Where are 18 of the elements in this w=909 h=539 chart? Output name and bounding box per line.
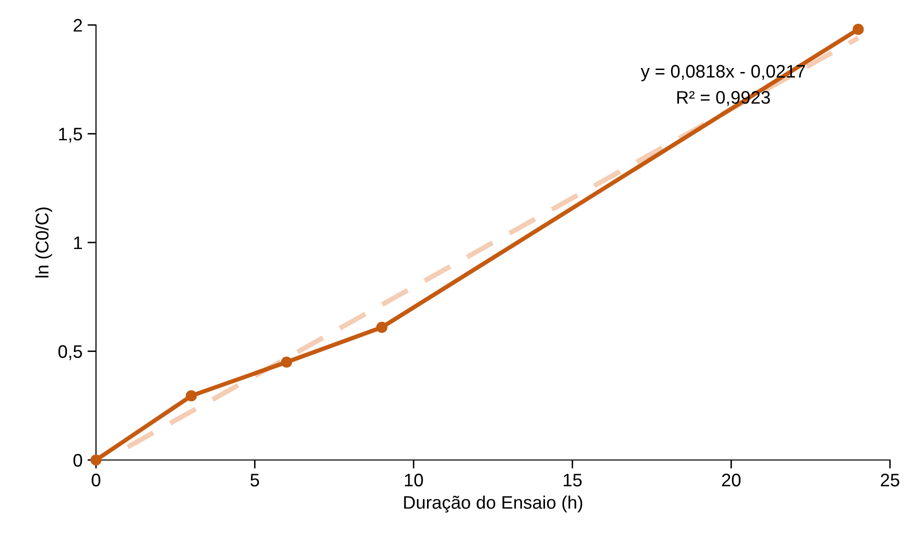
point [852, 24, 864, 35]
y-tick-label: 1 [74, 236, 82, 250]
y-tick-label: 0,5 [58, 345, 82, 360]
y-tick-label: 2 [74, 18, 82, 32]
x-tick-label: 5 [250, 474, 260, 486]
x-axis-title: Duração do Ensaio (h) [404, 496, 582, 512]
y-axis-title: ln (C0/C) [35, 208, 52, 278]
x-tick-label: 25 [880, 474, 900, 486]
point [376, 322, 388, 333]
x-tick-label: 0 [92, 474, 100, 486]
point [186, 390, 197, 402]
y-tick-label: 1,5 [59, 128, 82, 143]
x-tick-label: 20 [722, 474, 741, 486]
point [90, 454, 102, 466]
x-tick-label: 10 [404, 474, 423, 486]
y-tick-label: 0 [73, 454, 82, 467]
x-tick-label: 15 [564, 474, 582, 486]
point [281, 356, 292, 368]
